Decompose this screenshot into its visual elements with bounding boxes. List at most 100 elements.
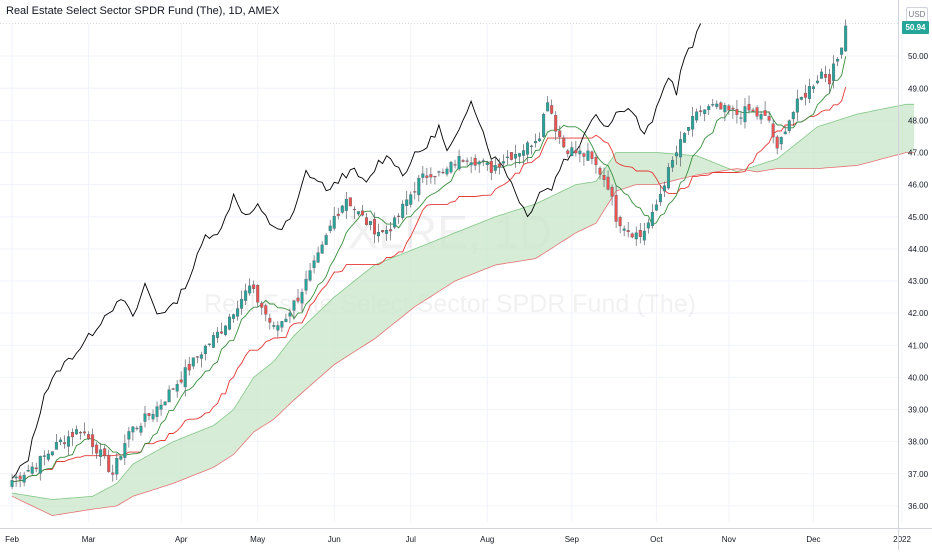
- candle[interactable]: [232, 313, 236, 323]
- candle[interactable]: [497, 158, 501, 175]
- candle[interactable]: [787, 119, 791, 134]
- candle[interactable]: [54, 434, 58, 450]
- candle[interactable]: [767, 111, 771, 123]
- candle[interactable]: [272, 321, 276, 330]
- candle[interactable]: [219, 322, 223, 335]
- candle[interactable]: [679, 131, 683, 167]
- candle[interactable]: [799, 96, 803, 101]
- candle[interactable]: [473, 154, 477, 171]
- candle[interactable]: [316, 246, 320, 264]
- candle[interactable]: [493, 157, 497, 174]
- candle[interactable]: [195, 355, 199, 364]
- candle[interactable]: [521, 144, 526, 165]
- candle[interactable]: [715, 100, 719, 110]
- candle[interactable]: [650, 204, 654, 229]
- candle[interactable]: [215, 327, 219, 343]
- candle[interactable]: [670, 156, 675, 172]
- candle[interactable]: [183, 359, 187, 397]
- candle[interactable]: [348, 197, 352, 207]
- candle[interactable]: [457, 149, 461, 171]
- candle[interactable]: [95, 442, 99, 459]
- candle[interactable]: [513, 144, 517, 168]
- candle[interactable]: [602, 167, 606, 188]
- candle[interactable]: [461, 158, 465, 163]
- candle[interactable]: [771, 119, 775, 144]
- candle[interactable]: [42, 450, 46, 466]
- candle[interactable]: [751, 107, 755, 113]
- candle[interactable]: [433, 175, 437, 185]
- candle[interactable]: [441, 168, 445, 175]
- candlesticks[interactable]: [10, 19, 848, 489]
- candle[interactable]: [296, 288, 300, 304]
- candle[interactable]: [425, 167, 429, 185]
- candle[interactable]: [99, 442, 103, 466]
- candle[interactable]: [409, 191, 413, 208]
- candle[interactable]: [582, 152, 586, 166]
- candle[interactable]: [244, 283, 248, 306]
- candle[interactable]: [526, 140, 530, 163]
- candle[interactable]: [699, 105, 703, 117]
- candle[interactable]: [155, 401, 159, 423]
- candle[interactable]: [46, 450, 50, 462]
- candle[interactable]: [828, 68, 832, 94]
- candle[interactable]: [127, 427, 131, 448]
- candle[interactable]: [284, 313, 288, 323]
- candle[interactable]: [385, 225, 389, 241]
- candle[interactable]: [707, 104, 711, 116]
- candle[interactable]: [687, 127, 691, 136]
- candle[interactable]: [795, 89, 799, 121]
- candle[interactable]: [739, 110, 743, 125]
- candle[interactable]: [626, 222, 630, 238]
- candle[interactable]: [763, 101, 767, 116]
- candle[interactable]: [10, 474, 14, 489]
- candle[interactable]: [292, 299, 296, 320]
- candle[interactable]: [199, 351, 203, 368]
- candle[interactable]: [840, 47, 844, 59]
- candle[interactable]: [30, 462, 34, 476]
- candle[interactable]: [469, 156, 473, 174]
- candle[interactable]: [83, 422, 87, 436]
- candle[interactable]: [791, 111, 795, 127]
- candle[interactable]: [590, 150, 594, 165]
- candle[interactable]: [558, 125, 562, 145]
- candle[interactable]: [727, 104, 731, 115]
- candle[interactable]: [429, 167, 433, 184]
- candle[interactable]: [240, 290, 244, 315]
- candle[interactable]: [264, 303, 268, 322]
- candle[interactable]: [417, 174, 421, 202]
- candle[interactable]: [332, 207, 336, 231]
- candle[interactable]: [505, 149, 509, 165]
- candle[interactable]: [517, 152, 521, 164]
- candle[interactable]: [836, 56, 840, 67]
- candle[interactable]: [566, 149, 570, 158]
- candle[interactable]: [377, 223, 381, 243]
- candle[interactable]: [401, 200, 405, 221]
- candle[interactable]: [397, 213, 401, 224]
- candle[interactable]: [389, 222, 393, 241]
- candle[interactable]: [352, 206, 356, 220]
- candle[interactable]: [340, 205, 344, 214]
- candle[interactable]: [662, 181, 666, 197]
- candle[interactable]: [163, 400, 167, 406]
- candle[interactable]: [586, 142, 590, 162]
- candle[interactable]: [683, 132, 687, 143]
- candle[interactable]: [779, 136, 783, 151]
- candle[interactable]: [646, 218, 650, 234]
- candle[interactable]: [18, 472, 22, 488]
- candle[interactable]: [308, 262, 312, 282]
- candle[interactable]: [642, 222, 646, 246]
- candle[interactable]: [268, 313, 272, 330]
- candle[interactable]: [111, 464, 115, 482]
- candle[interactable]: [481, 158, 485, 167]
- candle[interactable]: [344, 191, 348, 219]
- candle[interactable]: [618, 215, 622, 234]
- candle[interactable]: [256, 284, 260, 308]
- candle[interactable]: [477, 160, 481, 173]
- candle[interactable]: [143, 405, 147, 428]
- candle[interactable]: [622, 225, 626, 237]
- candle[interactable]: [103, 445, 107, 459]
- candle[interactable]: [638, 223, 642, 244]
- candle[interactable]: [489, 159, 493, 181]
- candle[interactable]: [14, 473, 18, 487]
